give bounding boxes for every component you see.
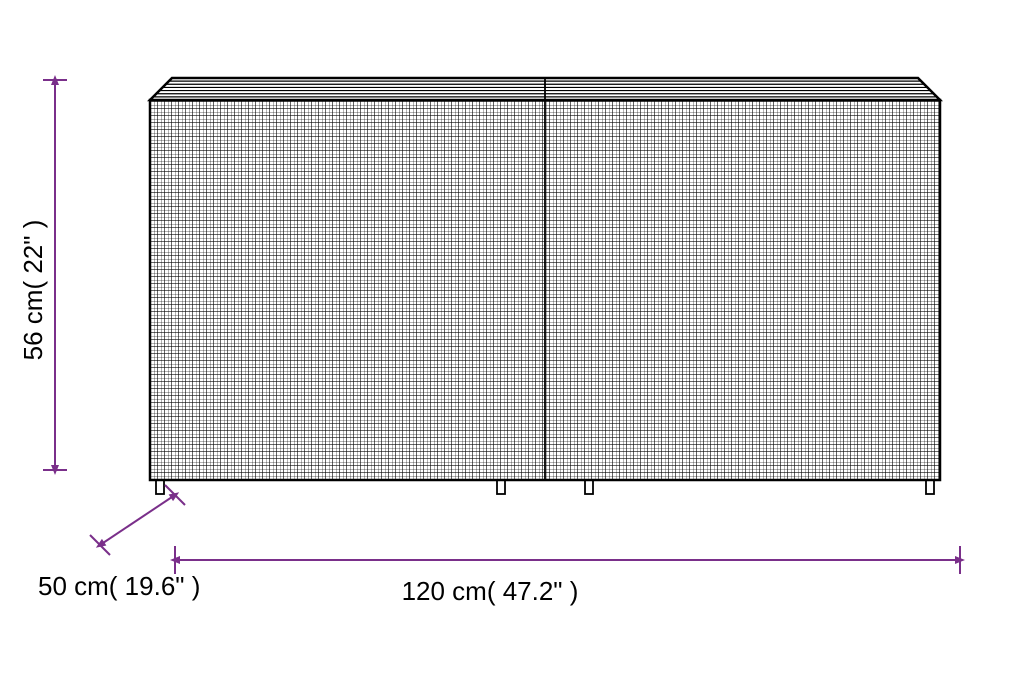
- storage-box: [150, 78, 940, 494]
- foot: [156, 480, 164, 494]
- dim-label-height: 56 cm( 22" ): [18, 220, 48, 361]
- foot: [497, 480, 505, 494]
- foot: [926, 480, 934, 494]
- dim-line-depth: [100, 495, 175, 545]
- foot: [585, 480, 593, 494]
- dim-label-width: 120 cm( 47.2" ): [402, 576, 579, 606]
- dim-label-depth: 50 cm( 19.6" ): [38, 571, 200, 601]
